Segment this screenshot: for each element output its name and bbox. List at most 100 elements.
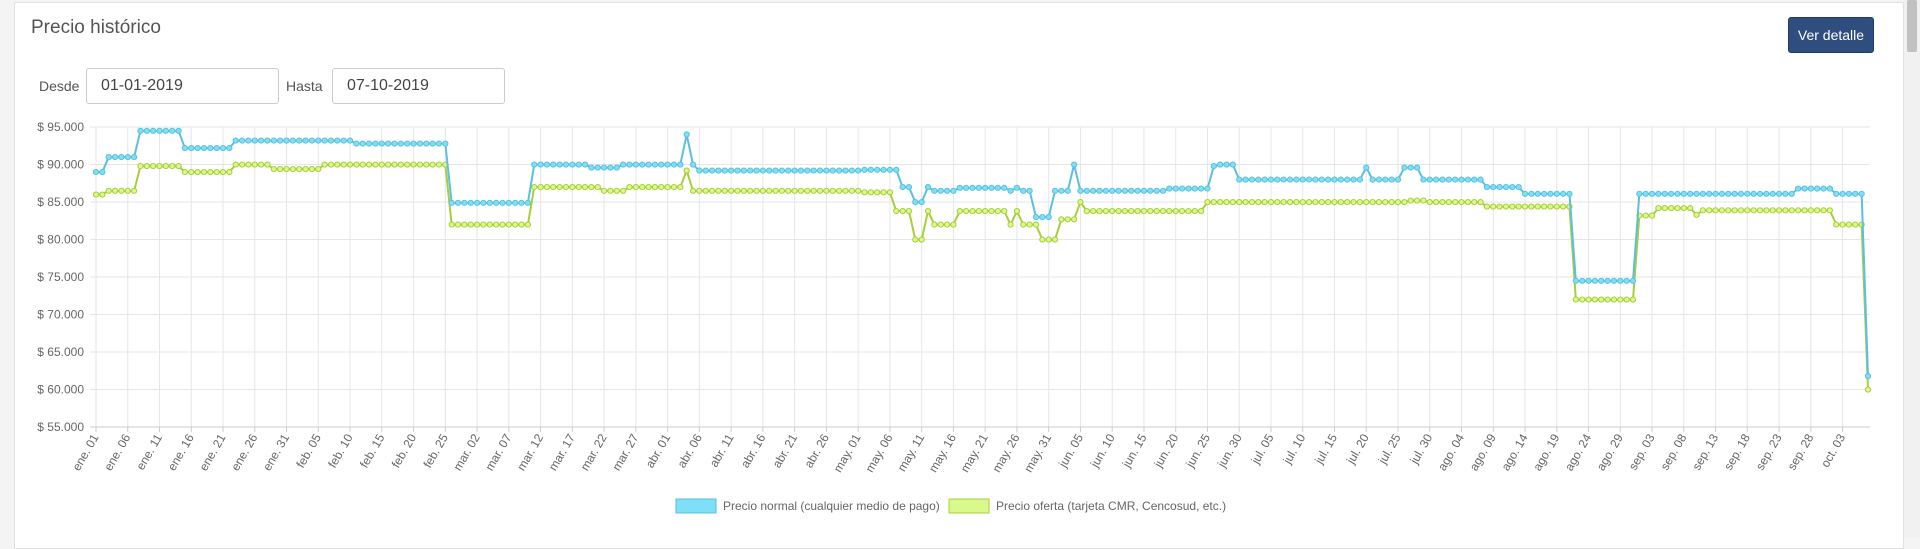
data-point bbox=[594, 164, 601, 171]
data-point bbox=[632, 183, 639, 191]
x-tick-label: ene. 26 bbox=[228, 431, 260, 473]
ver-detalle-button[interactable]: Ver detalle bbox=[1788, 17, 1874, 53]
data-point bbox=[899, 207, 906, 215]
data-point bbox=[581, 161, 589, 168]
data-point bbox=[1744, 190, 1751, 197]
data-point bbox=[1655, 190, 1662, 197]
data-point bbox=[1769, 207, 1776, 214]
data-point bbox=[442, 140, 449, 147]
data-point bbox=[111, 153, 119, 161]
data-point bbox=[385, 140, 392, 147]
data-point bbox=[1801, 207, 1808, 214]
data-point bbox=[664, 183, 671, 191]
data-point bbox=[1064, 216, 1071, 223]
data-point bbox=[1750, 190, 1757, 197]
x-tick-label: mar. 22 bbox=[578, 431, 610, 473]
data-point bbox=[1636, 190, 1643, 197]
data-point bbox=[797, 167, 805, 174]
data-point bbox=[696, 167, 703, 174]
data-point bbox=[988, 207, 995, 215]
data-point bbox=[1718, 190, 1726, 197]
data-point bbox=[1744, 207, 1751, 214]
data-point bbox=[1553, 190, 1560, 197]
data-point bbox=[1617, 277, 1624, 284]
data-point bbox=[1134, 187, 1141, 194]
data-point bbox=[200, 168, 208, 176]
data-point bbox=[1337, 176, 1344, 183]
data-point bbox=[581, 183, 589, 191]
data-point bbox=[1128, 187, 1135, 194]
data-point bbox=[1852, 221, 1859, 228]
data-point bbox=[1001, 207, 1008, 215]
data-point bbox=[1820, 207, 1827, 214]
data-point bbox=[658, 183, 665, 191]
data-point bbox=[105, 187, 112, 194]
data-point bbox=[772, 187, 779, 194]
data-point bbox=[321, 161, 328, 168]
data-point bbox=[607, 187, 614, 194]
series-points-offer bbox=[92, 161, 1872, 393]
data-point bbox=[1788, 190, 1795, 197]
data-point bbox=[753, 167, 760, 174]
data-point bbox=[721, 167, 728, 174]
data-point bbox=[1128, 207, 1135, 215]
from-date-field[interactable] bbox=[86, 68, 279, 104]
data-point bbox=[391, 140, 398, 147]
data-point bbox=[1775, 207, 1783, 214]
x-tick-label: jul. 05 bbox=[1248, 431, 1277, 467]
data-point bbox=[1579, 296, 1586, 303]
data-point bbox=[353, 140, 360, 147]
x-tick-label: may. 01 bbox=[831, 431, 864, 474]
data-point bbox=[162, 127, 169, 134]
x-tick-label: ago. 14 bbox=[1498, 431, 1530, 473]
x-tick-label: ene. 16 bbox=[165, 431, 197, 473]
scrollbar-track[interactable] bbox=[1904, 0, 1920, 537]
to-date-field[interactable] bbox=[332, 68, 505, 104]
data-point bbox=[639, 183, 646, 191]
data-point bbox=[1286, 198, 1294, 206]
x-tick-label: jun. 30 bbox=[1214, 431, 1245, 470]
data-point bbox=[1604, 296, 1611, 303]
legend-label-normal: Precio normal (cualquier medio de pago) bbox=[723, 499, 940, 513]
data-point bbox=[639, 161, 646, 168]
data-point bbox=[302, 137, 309, 144]
data-point bbox=[1153, 187, 1160, 194]
data-point bbox=[238, 137, 246, 144]
data-point bbox=[1560, 203, 1567, 210]
data-point bbox=[99, 168, 106, 176]
data-point bbox=[861, 189, 868, 196]
data-point bbox=[1604, 277, 1611, 284]
data-point bbox=[569, 161, 576, 168]
data-point bbox=[696, 187, 703, 194]
data-point bbox=[1401, 164, 1408, 171]
data-point bbox=[1096, 187, 1103, 194]
scrollbar-thumb[interactable] bbox=[1907, 0, 1917, 52]
data-point bbox=[1426, 198, 1433, 206]
x-tick-label: mar. 02 bbox=[451, 431, 483, 473]
data-point bbox=[848, 187, 855, 194]
data-point bbox=[1204, 185, 1211, 192]
data-point bbox=[1699, 207, 1706, 214]
data-point bbox=[1280, 198, 1287, 206]
data-point bbox=[1782, 190, 1789, 197]
data-point bbox=[613, 187, 620, 194]
data-point bbox=[1591, 296, 1599, 303]
data-point bbox=[1471, 198, 1478, 206]
data-point bbox=[143, 162, 150, 170]
data-point bbox=[1845, 190, 1853, 197]
data-point bbox=[1204, 198, 1211, 206]
data-point bbox=[759, 187, 766, 194]
x-tick-label: feb. 25 bbox=[420, 431, 451, 470]
data-point bbox=[1090, 207, 1097, 215]
data-point bbox=[366, 140, 373, 147]
data-point bbox=[1413, 197, 1421, 204]
data-point bbox=[99, 191, 106, 198]
data-point bbox=[1680, 190, 1687, 197]
data-point bbox=[734, 187, 741, 194]
data-point bbox=[1337, 198, 1344, 206]
data-point bbox=[378, 161, 385, 168]
data-point bbox=[1661, 204, 1668, 212]
data-point bbox=[1820, 185, 1827, 192]
data-point bbox=[715, 167, 722, 174]
legend-swatch-normal bbox=[675, 498, 717, 514]
